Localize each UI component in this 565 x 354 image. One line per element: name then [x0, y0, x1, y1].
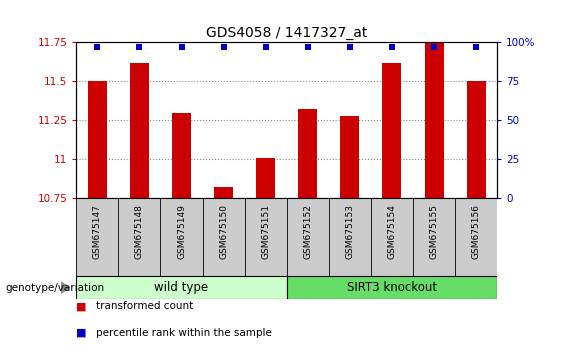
Bar: [467, 81, 486, 198]
Point: [345, 44, 354, 50]
Point: [177, 44, 186, 50]
Bar: [298, 109, 318, 198]
Text: GSM675152: GSM675152: [303, 205, 312, 259]
Bar: [76, 276, 287, 299]
Text: SIRT3 knockout: SIRT3 knockout: [347, 281, 437, 294]
Bar: [172, 113, 191, 198]
Point: [388, 44, 397, 50]
Bar: [130, 63, 149, 198]
Point: [303, 44, 312, 50]
Bar: [256, 158, 275, 198]
Text: transformed count: transformed count: [96, 301, 193, 311]
Point: [219, 44, 228, 50]
Bar: [383, 63, 402, 198]
Text: GSM675153: GSM675153: [345, 205, 354, 259]
Text: GSM675151: GSM675151: [261, 205, 270, 259]
Text: GSM675154: GSM675154: [388, 205, 397, 259]
Bar: [340, 116, 359, 198]
Point: [135, 44, 144, 50]
Text: GSM675156: GSM675156: [472, 205, 481, 259]
Text: GSM675155: GSM675155: [429, 205, 438, 259]
Bar: [424, 42, 444, 198]
Text: GSM675147: GSM675147: [93, 205, 102, 259]
Bar: [88, 81, 107, 198]
Text: wild type: wild type: [154, 281, 208, 294]
Point: [93, 44, 102, 50]
Bar: [214, 187, 233, 198]
Point: [472, 44, 481, 50]
Text: ■: ■: [76, 301, 87, 311]
Text: genotype/variation: genotype/variation: [6, 282, 105, 293]
Point: [261, 44, 270, 50]
Bar: [287, 276, 497, 299]
Text: GSM675149: GSM675149: [177, 205, 186, 259]
Text: percentile rank within the sample: percentile rank within the sample: [96, 328, 272, 338]
Point: [429, 44, 438, 50]
Title: GDS4058 / 1417327_at: GDS4058 / 1417327_at: [206, 26, 367, 40]
Text: GSM675150: GSM675150: [219, 205, 228, 259]
Text: GSM675148: GSM675148: [135, 205, 144, 259]
Text: ■: ■: [76, 328, 87, 338]
